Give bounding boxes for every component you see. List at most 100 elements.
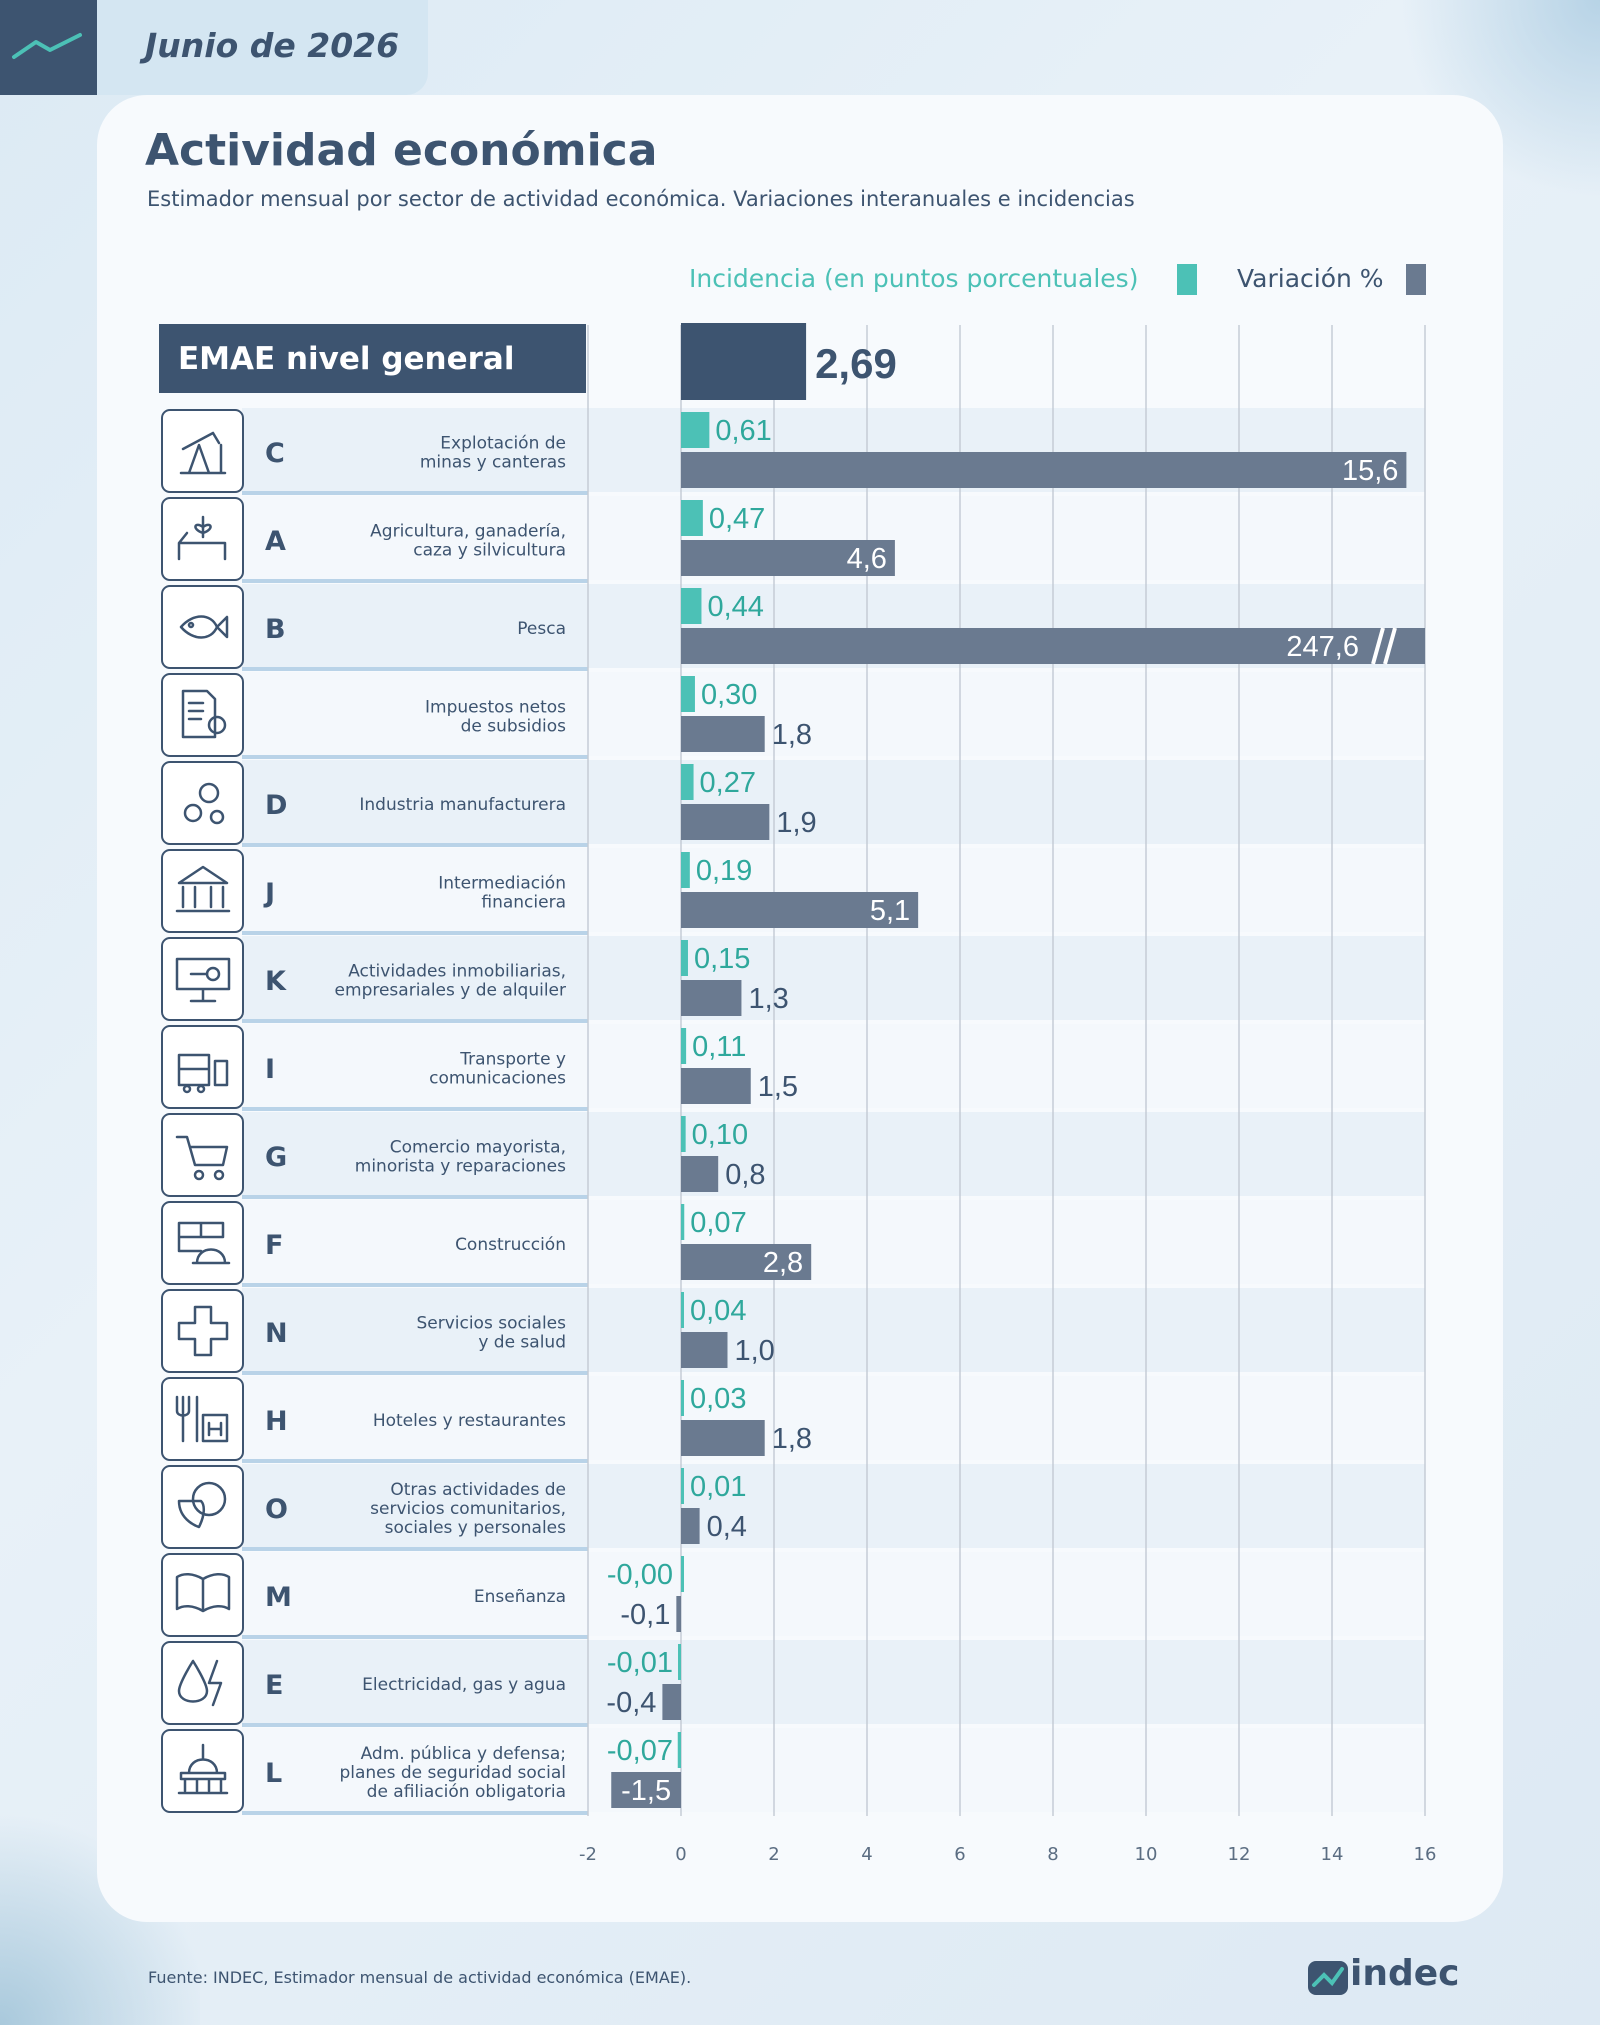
total-value-label: 2,69 (815, 340, 897, 387)
sector-code: M (265, 1582, 292, 1613)
icon-stroke (196, 1084, 206, 1094)
row-band (242, 1200, 1425, 1284)
row-separator (242, 1547, 588, 1551)
sector-label: Impuestos netos (425, 698, 566, 718)
sector-label: Construcción (455, 1235, 566, 1255)
icon-stroke (175, 957, 231, 1003)
incidence-value-label: 0,44 (707, 591, 763, 623)
variation-bar (681, 1420, 765, 1456)
icon-stroke (179, 431, 227, 475)
row-band (242, 1464, 1425, 1548)
incidence-bar (681, 1028, 687, 1064)
row-band (242, 1024, 1425, 1108)
icon-stroke (183, 803, 203, 823)
culture-sports-icon (177, 1481, 227, 1529)
sector-label: Hoteles y restaurantes (373, 1411, 566, 1431)
sector-code: K (265, 966, 287, 997)
legend-variation-label: Variación % (1237, 264, 1384, 293)
icon-stroke (209, 809, 225, 825)
gears-icon (183, 782, 225, 825)
variation-value-label: 1,0 (735, 1335, 775, 1367)
sector-label: de afiliación obligatoria (367, 1782, 566, 1802)
footer-source: Fuente: INDEC, Estimador mensual de acti… (148, 1968, 692, 1987)
trend-line-icon (12, 33, 82, 59)
variation-value-label: 15,6 (1342, 455, 1398, 487)
sector-label: y de salud (478, 1333, 566, 1353)
variation-bar (681, 892, 919, 928)
row-separator (242, 491, 588, 495)
health-cross-icon (177, 1305, 229, 1357)
x-tick-label: 2 (768, 1844, 779, 1865)
incidence-bar (681, 588, 702, 624)
sector-label: Enseñanza (474, 1587, 566, 1607)
icon-box (161, 1641, 244, 1725)
sector-label: de subsidios (461, 717, 567, 737)
icon-stroke (177, 1659, 223, 1707)
incidence-bar (681, 412, 710, 448)
variation-bar (681, 1156, 719, 1192)
farm-icon (177, 515, 227, 561)
bus-phone-icon (177, 1053, 229, 1094)
government-building-icon (177, 1743, 229, 1795)
icon-box (161, 1201, 244, 1285)
variation-value-label: 1,8 (772, 719, 812, 751)
sector-label: Actividades inmobiliarias, (348, 962, 566, 982)
row-separator (242, 1107, 588, 1111)
icon-stroke (207, 715, 227, 735)
chart-row: F Construcción 0,07 2,8 (161, 1201, 812, 1285)
bank-icon (175, 865, 231, 913)
sector-code: B (265, 614, 286, 645)
restaurant-hotel-icon (175, 1395, 229, 1443)
incidence-bar (681, 1380, 684, 1416)
row-band (242, 1552, 1425, 1636)
variation-value-label: -1,5 (621, 1775, 671, 1807)
incidence-value-label: 0,04 (690, 1295, 746, 1327)
row-band (242, 760, 1425, 844)
chart-row: B Pesca 0,44 247,6 (161, 585, 1425, 669)
sector-code: N (265, 1318, 288, 1349)
x-tick-label: 16 (1414, 1844, 1437, 1865)
sector-label: caza y silvicultura (413, 541, 566, 561)
total-label-box (159, 324, 586, 393)
chart-row: A Agricultura, ganadería,caza y silvicult… (161, 497, 895, 581)
incidence-bar (681, 1556, 684, 1592)
axis-break-mark (1371, 627, 1385, 665)
incidence-value-label: 0,03 (690, 1383, 746, 1415)
x-axis-ticks: -2 0 2 4 6 8 10 12 14 16 (579, 1844, 1436, 1865)
sector-label: empresariales y de alquiler (335, 981, 566, 1001)
sector-code: A (265, 526, 286, 557)
chart-row: L Adm. pública y defensa;planes de seguri… (161, 1729, 681, 1813)
icon-stroke (177, 1221, 231, 1265)
sector-label: Adm. pública y defensa; (361, 1744, 566, 1764)
incidence-value-label: 0,19 (696, 855, 752, 887)
icon-stroke (175, 865, 231, 913)
row-separator (242, 1195, 588, 1199)
chart-row: G Comercio mayorista,minorista y reparaci… (161, 1113, 766, 1197)
icon-stroke (177, 1499, 205, 1529)
icon-box (161, 937, 244, 1021)
incidence-bar (681, 764, 694, 800)
axis-break-mark (1383, 627, 1397, 665)
row-separator (242, 1459, 588, 1463)
icon-box (161, 849, 244, 933)
indec-logo-icon (1308, 1961, 1348, 1995)
row-separator (242, 843, 588, 847)
sector-label: Pesca (517, 619, 566, 639)
sector-code: L (265, 1758, 282, 1789)
icon-stroke (187, 621, 195, 629)
sector-label: Servicios sociales (416, 1314, 566, 1334)
incidence-value-label: 0,01 (690, 1471, 746, 1503)
row-band (242, 1728, 1425, 1812)
incidence-value-label: -0,00 (607, 1559, 673, 1591)
variation-value-label: -0,1 (620, 1599, 670, 1631)
incidence-value-label: 0,11 (692, 1031, 746, 1063)
variation-bar (681, 540, 895, 576)
icon-box (161, 497, 244, 581)
row-band (242, 1640, 1425, 1724)
incidence-value-label: 0,61 (715, 415, 771, 447)
icon-stroke (182, 1084, 192, 1094)
